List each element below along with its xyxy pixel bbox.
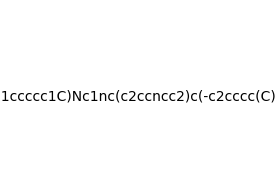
Text: O=C(Nc1ccccc1C)Nc1nc(c2ccncc2)c(-c2cccc(C)c2)[nH]1: O=C(Nc1ccccc1C)Nc1nc(c2ccncc2)c(-c2cccc(… — [0, 89, 276, 104]
